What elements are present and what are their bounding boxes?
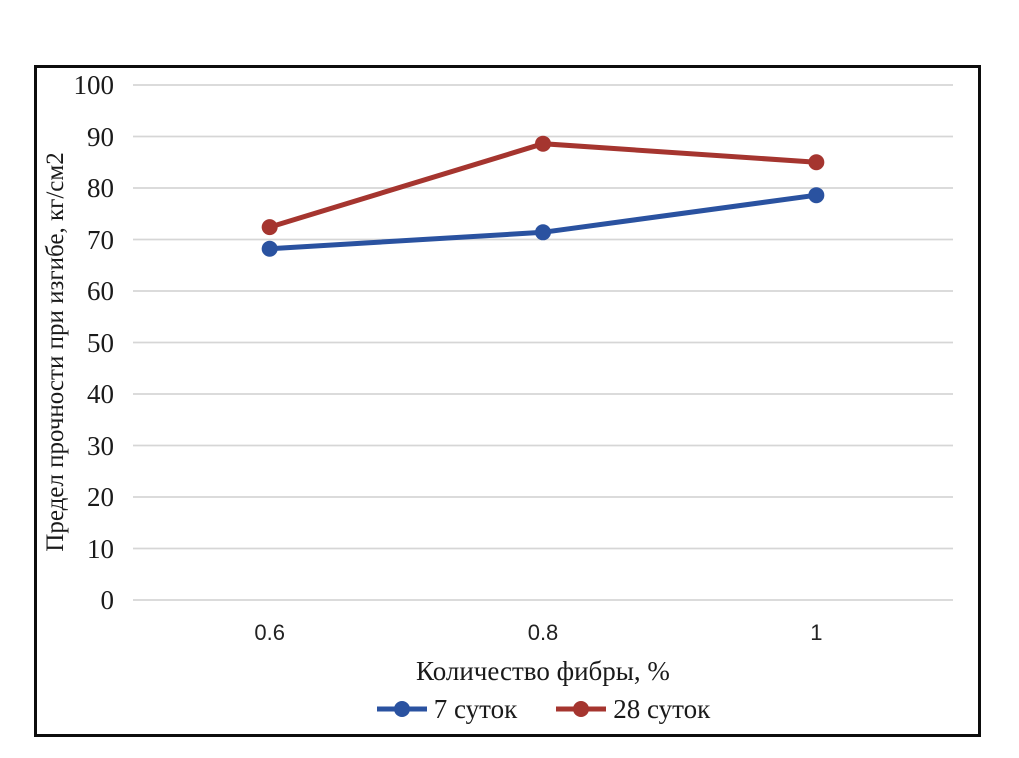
y-tick-label: 30: [87, 430, 114, 461]
y-axis-title: Предел прочности при изгибе, кг/см2: [42, 152, 69, 552]
y-tick-label: 50: [87, 327, 114, 358]
legend-label: 28 суток: [613, 694, 711, 724]
legend-marker-icon: [376, 701, 427, 717]
y-tick-label: 90: [87, 121, 114, 152]
x-axis-title: Количество фибры, %: [416, 656, 670, 686]
x-tick-label: 0.6: [254, 620, 285, 645]
y-tick-label: 10: [87, 533, 114, 564]
legend-item: 28 суток: [555, 694, 710, 724]
legend-item: 7 суток: [376, 694, 517, 724]
legend-label: 7 суток: [433, 694, 518, 724]
legend-marker-icon: [556, 701, 607, 717]
x-tick-label: 0.8: [527, 620, 559, 645]
y-tick-label: 100: [73, 70, 115, 100]
y-tick-label: 60: [87, 276, 114, 306]
legend: 7 суток 28 суток: [133, 691, 953, 727]
x-tick-label: 1: [810, 620, 823, 645]
y-tick-label: 40: [87, 379, 114, 409]
y-tick-label: 80: [87, 173, 114, 203]
y-tick-label: 0: [100, 585, 115, 615]
y-tick-label: 70: [87, 224, 114, 255]
y-tick-label: 20: [87, 482, 114, 512]
